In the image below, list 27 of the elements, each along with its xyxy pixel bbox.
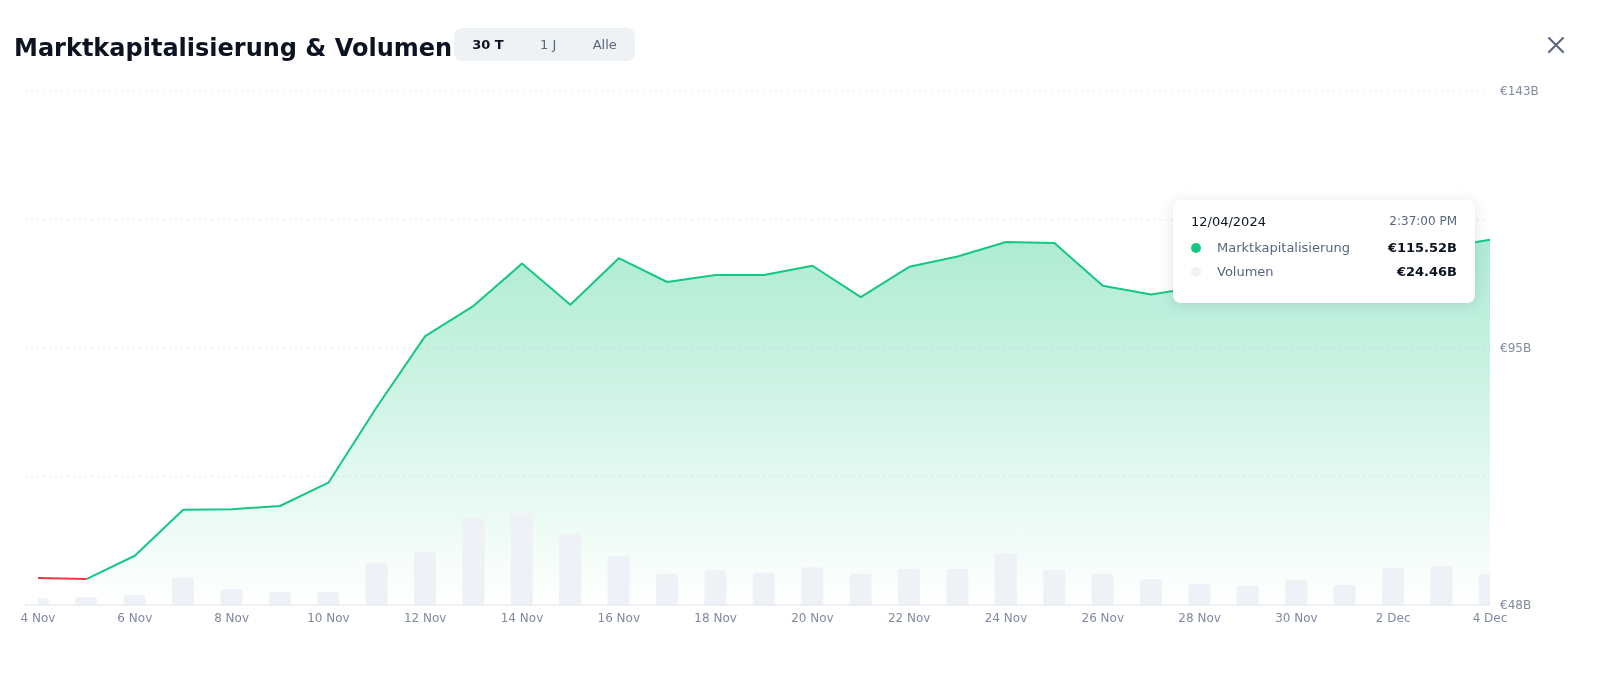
y-tick-label: €143B	[1500, 84, 1539, 99]
x-tick-label: 28 Nov	[1178, 610, 1221, 625]
annotation: €115.52B	[1387, 240, 1457, 255]
annotation: Volumen	[1217, 264, 1275, 279]
annotation: €24.46B	[1396, 264, 1457, 279]
x-tick-label: 24 Nov	[984, 610, 1028, 625]
x-tick-label: 26 Nov	[1081, 610, 1125, 625]
x-tick-label: 6 Nov	[117, 610, 153, 625]
y-tick-label: €48B	[1500, 598, 1532, 613]
x-tick-label: 8 Nov	[214, 610, 250, 625]
x-tick-label: 4 Dec	[1472, 610, 1508, 625]
annotation: 2:37:00 PM	[1389, 214, 1457, 229]
x-tick-label: 12 Nov	[403, 610, 447, 625]
x-tick-label: 14 Nov	[500, 610, 544, 625]
y-tick-label: €95B	[1500, 341, 1532, 356]
annotation: Marktkapitalisierung	[1217, 240, 1352, 255]
x-tick-label: 16 Nov	[597, 610, 641, 625]
x-tick-label: 22 Nov	[887, 610, 931, 625]
x-tick-label: 4 Nov	[20, 610, 56, 625]
chart-title: Marktkapitalisierung & Volumen	[14, 34, 453, 62]
x-tick-label: 10 Nov	[307, 610, 350, 625]
x-tick-label: 18 Nov	[694, 610, 737, 625]
range-selector: 30 T 1 J Alle	[454, 28, 635, 61]
x-tick-label: 30 Nov	[1275, 610, 1318, 625]
annotation: 12/04/2024	[1191, 214, 1266, 229]
x-tick-label: 2 Dec	[1375, 610, 1411, 625]
x-tick-label: 20 Nov	[791, 610, 834, 625]
